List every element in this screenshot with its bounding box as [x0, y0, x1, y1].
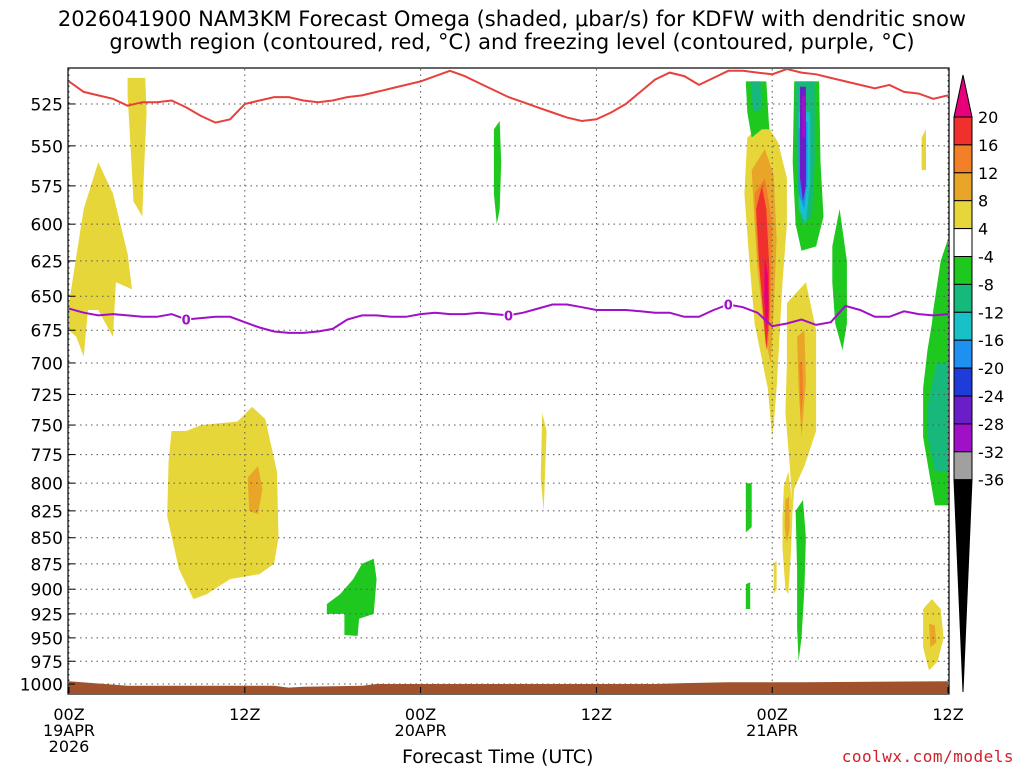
surface-fill — [69, 681, 948, 693]
colorbar-bin — [953, 311, 973, 341]
colorbar-tick-label: -36 — [978, 471, 1004, 490]
freezing-level-label: 0 — [504, 309, 513, 324]
freezing-label-bg — [723, 296, 734, 312]
y-tick-label: 625 — [31, 252, 63, 272]
surface-terrain — [69, 681, 948, 693]
omega-region-11 — [764, 256, 769, 331]
chart-title-line-2: growth region (contoured, red, °C) and f… — [109, 30, 915, 54]
colorbar-tick-label: 12 — [978, 164, 998, 183]
credit-text[interactable]: coolwx.com/models — [841, 747, 1014, 766]
omega-region-14 — [799, 362, 803, 419]
omega-region-17 — [773, 560, 777, 595]
colorbar-tick-label: -32 — [978, 443, 1004, 462]
freezing-label-bg — [181, 311, 192, 327]
colorbar-bin — [953, 339, 973, 369]
colorbar-tick-label: -28 — [978, 415, 1004, 434]
y-tick-label: 575 — [31, 177, 63, 197]
freezing-level-label: 0 — [182, 313, 191, 328]
x-tick-label: 00Z — [53, 705, 84, 724]
y-tick-label: 725 — [31, 386, 63, 406]
omega-region-31 — [921, 129, 926, 171]
omega-region-16 — [784, 496, 790, 543]
y-tick-label: 775 — [31, 446, 63, 466]
plot-frame — [67, 67, 950, 695]
dgz-contour-line — [69, 69, 948, 124]
x-tick-label: 21APR — [746, 721, 798, 740]
omega-region-20 — [795, 499, 806, 662]
y-tick-label: 925 — [31, 605, 63, 625]
omega-region-33 — [927, 362, 948, 472]
colorbar-bin — [953, 367, 973, 397]
omega-region-3 — [247, 466, 263, 515]
x-tick-label: 20APR — [395, 721, 447, 740]
x-tick-label: 19APR — [43, 721, 95, 740]
colorbar-tick-label: 8 — [978, 192, 988, 211]
colorbar-tick-label: 16 — [978, 136, 998, 155]
omega-region-4 — [493, 121, 502, 225]
y-tick-label: 550 — [31, 137, 63, 157]
y-tick-label: 1000 — [20, 676, 63, 696]
colorbar: 20 16 12 8 4 -4 -8 -12 -16 -20 -24 -28 -32 -36 — [953, 74, 1004, 693]
omega-region-5 — [326, 558, 377, 636]
omega-region-0 — [69, 162, 132, 357]
y-tick-label: 675 — [31, 322, 63, 342]
omega-region-22 — [750, 81, 762, 113]
colorbar-bin — [953, 423, 973, 453]
colorbar-top-arrow — [953, 74, 973, 118]
colorbar-tick-label: -20 — [978, 359, 1004, 378]
y-tick-label: 950 — [31, 629, 63, 649]
contours: 0 0 0 — [69, 69, 948, 334]
omega-region-29 — [802, 95, 806, 138]
colorbar-bin — [953, 451, 973, 481]
x-tick-label: 00Z — [405, 705, 436, 724]
y-tick-label: 875 — [31, 555, 63, 575]
omega-shading — [69, 77, 948, 671]
y-tick-label: 650 — [31, 288, 63, 308]
colorbar-tick-label: -24 — [978, 387, 1004, 406]
colorbar-bin — [953, 172, 973, 202]
y-tick-label: 850 — [31, 529, 63, 549]
omega-region-6 — [540, 413, 547, 511]
omega-region-19 — [745, 582, 751, 609]
colorbar-bin — [953, 200, 973, 230]
y-tick-label: 900 — [31, 581, 63, 601]
x-tick-label: 12Z — [932, 705, 963, 724]
y-tick-label: 825 — [31, 502, 63, 522]
freezing-label-bg — [503, 307, 514, 323]
colorbar-tick-label: -8 — [978, 275, 994, 294]
y-tick-label: 975 — [31, 653, 63, 673]
y-tick-label: 700 — [31, 354, 63, 374]
omega-region-18 — [745, 483, 752, 533]
colorbar-tick-label: -4 — [978, 248, 994, 267]
colorbar-bin — [953, 116, 973, 146]
colorbar-tick-label: 20 — [978, 108, 998, 127]
omega-region-35 — [929, 623, 937, 648]
omega-region-1 — [127, 77, 147, 217]
colorbar-tick-label: -16 — [978, 331, 1004, 350]
y-tick-label: 525 — [31, 95, 63, 115]
colorbar-bin — [953, 395, 973, 425]
y-tick-label: 600 — [31, 216, 63, 236]
y-tick-label: 800 — [31, 475, 63, 495]
omega-region-2 — [167, 406, 279, 600]
x-tick-label: 00Z — [757, 705, 788, 724]
colorbar-bin — [953, 228, 973, 258]
colorbar-tick-label: -12 — [978, 303, 1004, 322]
x-axis-label: Forecast Time (UTC) — [402, 746, 594, 768]
x-tick-label: 12Z — [229, 705, 260, 724]
omega-region-30 — [832, 209, 847, 350]
colorbar-bin — [953, 144, 973, 174]
colorbar-bin — [953, 283, 973, 313]
colorbar-bin — [953, 256, 973, 285]
y-tick-label: 750 — [31, 417, 63, 437]
y-axis-ticks: 525 550 575 600 625 650 675 700 725 750 775 800 825 8… — [20, 95, 75, 696]
freezing-level-label: 0 — [724, 299, 733, 314]
chart-title-line-1: 2026041900 NAM3KM Forecast Omega (shaded… — [57, 7, 967, 31]
x-tick-label: 12Z — [581, 705, 612, 724]
colorbar-bottom-arrow — [953, 479, 973, 693]
x-tick-label: 2026 — [49, 737, 90, 756]
colorbar-tick-label: 4 — [978, 220, 988, 239]
